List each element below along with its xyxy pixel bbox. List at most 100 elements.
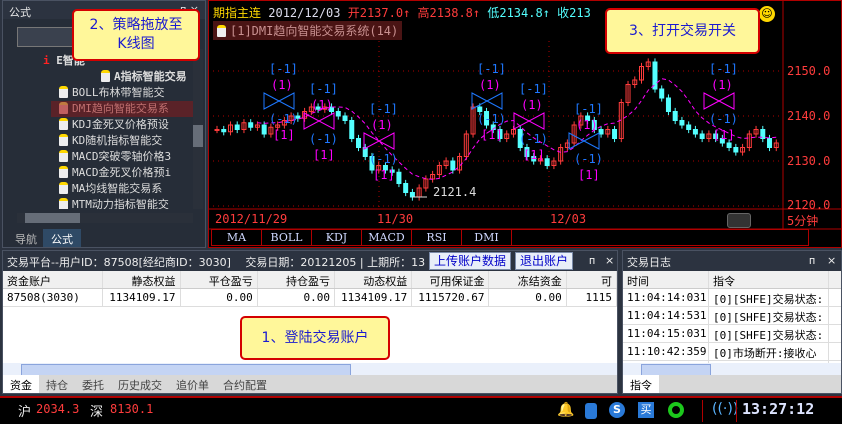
candle <box>773 142 779 148</box>
table-cell: 0.00 <box>181 289 258 306</box>
indicator-tab[interactable]: MA <box>212 230 262 245</box>
signal-icon: ((·)) <box>712 401 739 417</box>
candle <box>484 111 490 126</box>
signal-label: [-1] <box>269 62 298 76</box>
alarm-bell-icon[interactable]: 🔔 <box>557 402 575 418</box>
indicator-tab[interactable]: MACD <box>362 230 412 245</box>
column-header[interactable]: 平仓盈亏 <box>181 271 258 288</box>
chart-scroll-thumb[interactable] <box>727 213 751 228</box>
column-header[interactable]: 静态权益 <box>103 271 181 288</box>
signal-marker <box>568 132 600 150</box>
column-header[interactable]: 指令 <box>709 271 829 288</box>
tree-item[interactable]: A指标智能交易 <box>101 69 187 85</box>
tab-account[interactable]: 资金 <box>3 375 39 393</box>
connection-ring-icon[interactable] <box>668 402 684 418</box>
signal-label: (-1) <box>369 152 398 166</box>
candle <box>665 97 671 112</box>
signal-label: [1] <box>313 148 335 162</box>
tab-account[interactable]: 追价单 <box>176 379 209 392</box>
symbol-name: 期指主连 <box>213 6 262 20</box>
tab-account[interactable]: 持仓 <box>46 379 68 392</box>
candle <box>335 111 341 117</box>
sz-index-label: 深 <box>90 405 104 420</box>
candle <box>389 169 395 173</box>
robot-icon <box>59 102 68 114</box>
scroll-thumb[interactable] <box>25 213 80 223</box>
tab-account[interactable]: 历史成交 <box>118 379 162 392</box>
upload-account-button[interactable]: 上传账户数据 <box>429 252 512 270</box>
column-header[interactable]: 时间 <box>623 271 709 288</box>
table-cell: 1115 <box>567 289 618 306</box>
candle <box>349 120 355 139</box>
table-row[interactable]: 11:04:14:531 [0][SHFE]交易状态: <box>623 307 841 325</box>
tree-horizontal-scrollbar[interactable] <box>17 213 193 223</box>
table-row[interactable]: 11:04:14:031 [0][SHFE]交易状态: <box>623 289 841 307</box>
formula-tree: i E智能 A指标智能交易 BOLL布林带智能交 DMI趋向智能交易系 KDJ金死叉价格… <box>3 49 195 209</box>
table-cell: 0.00 <box>489 289 567 306</box>
tree-item[interactable]: MACD突破零轴价格3 <box>59 149 171 165</box>
tree-item[interactable]: MACD金死叉价格预i <box>59 165 171 181</box>
horizontal-scrollbar[interactable] <box>623 363 841 377</box>
pin-icon[interactable]: ᴨ <box>589 254 596 267</box>
candle <box>544 158 550 166</box>
table-cell: 0.00 <box>258 289 335 306</box>
strategy-badge[interactable]: [1]DMI趋向智能交易系统(14) <box>213 21 403 40</box>
tab-account[interactable]: 合约配置 <box>223 379 267 392</box>
column-header[interactable]: 资金账户 <box>3 271 104 288</box>
candle <box>288 115 294 121</box>
signal-label: (-1) <box>477 112 506 126</box>
tree-item[interactable]: KDJ金死叉价格预设 <box>59 117 169 133</box>
close-icon[interactable]: × <box>605 254 615 267</box>
signal-label: (-1) <box>309 132 338 146</box>
tree-item[interactable]: MA均线智能交易系 <box>59 181 162 197</box>
tab-account[interactable]: 委托 <box>82 379 104 392</box>
candle <box>409 192 415 198</box>
pin-icon[interactable]: ᴨ <box>809 254 816 267</box>
table-row[interactable]: 11:04:15:031 [0][SHFE]交易状态: <box>623 325 841 343</box>
indicator-tab[interactable]: BOLL <box>262 230 312 245</box>
low-marker: 2121.4 <box>433 185 477 199</box>
clock: 13:27:12 <box>742 400 815 418</box>
robot-service-icon[interactable] <box>585 403 597 419</box>
indicator-tab[interactable]: RSI <box>412 230 462 245</box>
table-row[interactable]: 87508(3030) 1134109.17 0.00 0.00 1134109.17 1… <box>3 289 618 307</box>
candle <box>450 160 456 171</box>
column-header[interactable]: 可用保证金 <box>412 271 490 288</box>
column-header[interactable]: 动态权益 <box>335 271 413 288</box>
column-header[interactable]: 可 <box>567 271 618 288</box>
indicator-tab[interactable]: DMI <box>462 230 512 245</box>
signal-label: (-1) <box>269 112 298 126</box>
tree-item[interactable]: MTM动力指标智能交 <box>59 197 169 209</box>
buy-icon[interactable]: 买 <box>638 402 654 418</box>
tree-item[interactable]: DMI趋向智能交易系 <box>51 101 195 117</box>
column-header[interactable]: 冻结资金 <box>489 271 567 288</box>
indicator-tab[interactable]: KDJ <box>312 230 362 245</box>
signal-marker <box>513 112 545 130</box>
candle <box>632 79 638 85</box>
signal-label: [1] <box>273 128 295 142</box>
tab-command[interactable]: 指令 <box>623 375 659 393</box>
sell-icon[interactable]: S <box>609 402 625 418</box>
candle <box>342 115 348 121</box>
table-cell: 1134109.17 <box>335 289 413 306</box>
scroll-thumb[interactable] <box>193 125 203 147</box>
candle <box>639 66 644 81</box>
tab-formula[interactable]: 公式 <box>43 229 81 247</box>
logout-button[interactable]: 退出账户 <box>515 252 574 270</box>
tab-navigation[interactable]: 导航 <box>15 233 37 246</box>
candle <box>281 120 287 126</box>
indicator-tabs: MA BOLL KDJ MACD RSI DMI <box>211 229 809 246</box>
signal-label: [1] <box>481 128 503 142</box>
tree-item[interactable]: BOLL布林带智能交 <box>59 85 165 101</box>
period-label[interactable]: 5分钟 <box>787 214 819 228</box>
candle <box>369 156 375 171</box>
table-cell: 1134109.17 <box>103 289 181 306</box>
chart-canvas: [-1] (1) (-1) [1] [-1] (1) (-1) [1] [-1] (1) (-1) [… <box>209 1 842 230</box>
close-icon[interactable]: × <box>827 254 837 267</box>
robot-icon <box>59 182 68 194</box>
table-row[interactable]: 11:10:42:359 [0]市场断开:接收心 <box>623 343 841 361</box>
trade-switch-smiley-icon[interactable]: ☺ <box>759 6 775 22</box>
column-header[interactable]: 持仓盈亏 <box>258 271 335 288</box>
signal-label: (1) <box>371 118 393 132</box>
tree-item[interactable]: KD随机指标智能交 <box>59 133 162 149</box>
